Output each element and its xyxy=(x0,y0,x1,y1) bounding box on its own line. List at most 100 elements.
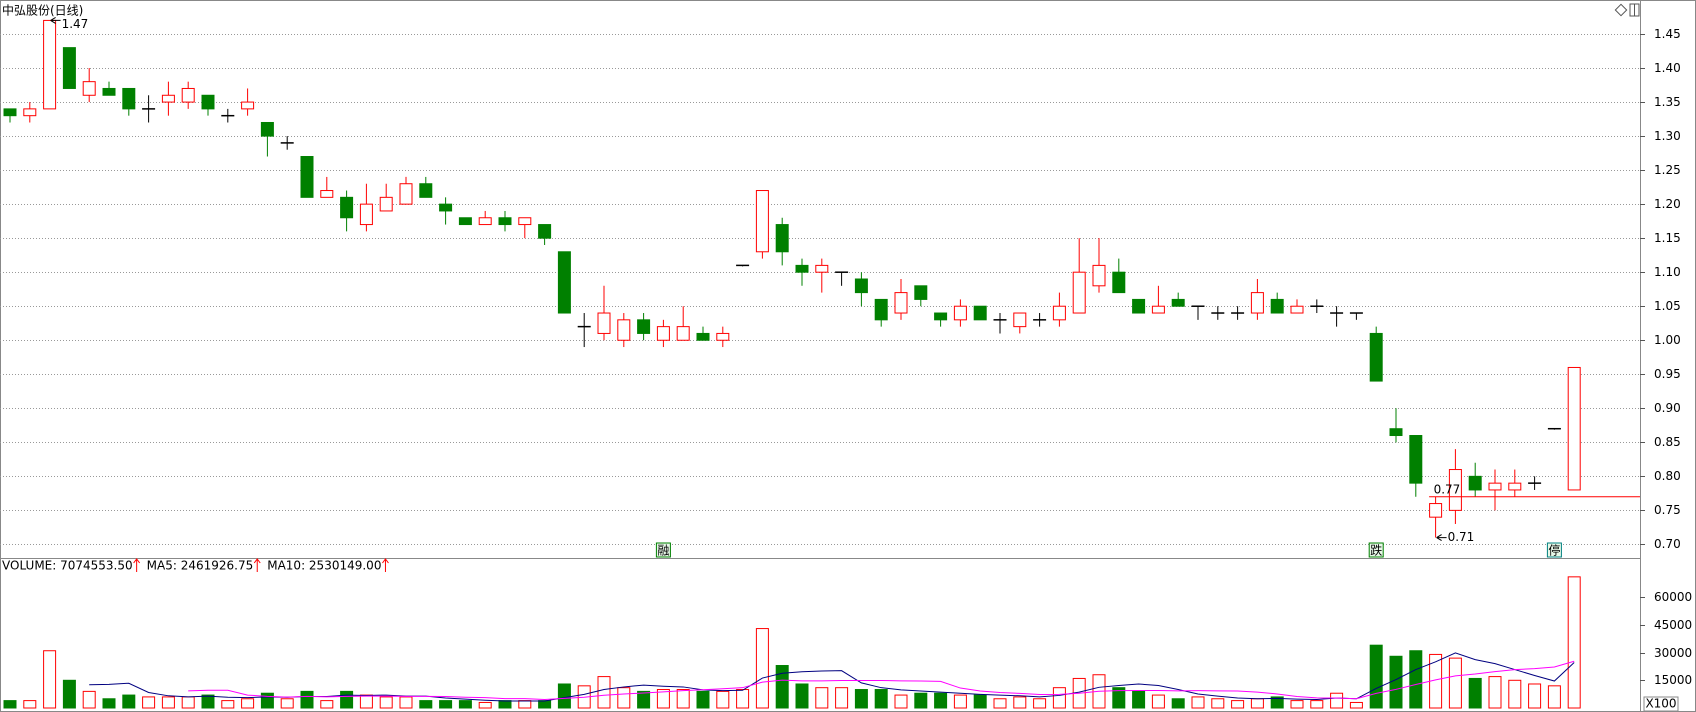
volume-bar xyxy=(43,650,57,709)
volume-bar xyxy=(676,689,690,709)
volume-bar xyxy=(1310,700,1324,709)
volume-bar xyxy=(973,694,987,709)
candle-body xyxy=(538,224,552,239)
y-tick-label: 0.90 xyxy=(1654,401,1681,415)
legend-arrow xyxy=(382,558,389,572)
volume-bar xyxy=(1508,679,1522,709)
ma-line xyxy=(188,660,1575,701)
candle-body xyxy=(458,217,472,226)
candle-body xyxy=(43,19,57,110)
annotation: 0.71 xyxy=(1448,530,1475,544)
volume-bar xyxy=(696,690,710,709)
y-tick-label: 1.00 xyxy=(1654,333,1681,347)
candle-body xyxy=(419,183,433,198)
volume-bar xyxy=(1488,676,1502,709)
candle-body xyxy=(637,319,651,334)
volume-bar xyxy=(815,687,829,709)
y-tick-label: 0.85 xyxy=(1654,435,1681,449)
volume-bar xyxy=(1330,692,1344,709)
volume-bar xyxy=(458,700,472,709)
y-tick-label: 1.20 xyxy=(1654,197,1681,211)
candle-body xyxy=(676,326,690,341)
candle-body xyxy=(1409,435,1423,484)
volume-bar xyxy=(181,696,195,709)
volume-bar xyxy=(894,694,908,709)
marker-box xyxy=(1546,542,1562,558)
candle-body xyxy=(340,196,354,219)
volume-bar xyxy=(399,696,413,709)
chart-title: 中弘股份(日线) xyxy=(2,3,83,18)
candle-body xyxy=(1151,305,1165,314)
volume-bar xyxy=(359,694,373,709)
volume-bar xyxy=(953,694,967,709)
unit-box xyxy=(1643,696,1679,712)
volume-bar xyxy=(1290,700,1304,709)
volume-bar xyxy=(795,683,809,709)
volume-bar xyxy=(874,689,888,709)
volume-bar xyxy=(1567,576,1581,709)
y-tick-label: 1.40 xyxy=(1654,61,1681,75)
annotation-arrow xyxy=(1436,534,1447,542)
volume-bar xyxy=(1250,698,1264,709)
marker-box xyxy=(655,542,671,558)
volume-bar xyxy=(1052,687,1066,709)
candle-body xyxy=(1013,312,1027,328)
candle-body xyxy=(399,183,413,205)
volume-bar xyxy=(1448,657,1462,709)
volume-bar xyxy=(379,696,393,709)
candle-body xyxy=(1488,482,1502,491)
candle-body xyxy=(874,298,888,321)
volume-bar xyxy=(1547,685,1561,709)
candle-body xyxy=(854,278,868,294)
annotation: 0.77 xyxy=(1434,482,1461,496)
volume-bar xyxy=(617,687,631,709)
volume-bar xyxy=(637,690,651,709)
candle-body xyxy=(201,94,215,110)
candle-body xyxy=(953,305,967,321)
marker: 融 xyxy=(657,544,669,558)
candle-body xyxy=(1171,298,1185,307)
y-tick-label: 15000 xyxy=(1654,673,1692,687)
legend-entry: MA10: 2530149.00 xyxy=(267,559,381,573)
candle-body xyxy=(656,326,670,341)
volume-bar xyxy=(221,700,235,709)
volume-bar xyxy=(716,690,730,709)
volume-bar xyxy=(122,694,136,709)
y-tick-label: 60000 xyxy=(1654,590,1692,604)
annotation-arrow xyxy=(50,16,61,24)
candle-body xyxy=(914,285,928,300)
volume-bar xyxy=(656,689,670,709)
candle-body xyxy=(1270,298,1284,314)
volume-bar xyxy=(1151,694,1165,709)
candle-body xyxy=(161,94,175,103)
annotation: 1.47 xyxy=(62,17,89,31)
candle-body xyxy=(359,203,373,226)
volume-bar xyxy=(538,700,552,709)
volume-bar xyxy=(518,700,532,709)
y-tick-label: 1.25 xyxy=(1654,163,1681,177)
volume-bar xyxy=(1191,696,1205,709)
y-tick-label: 1.45 xyxy=(1654,27,1681,41)
volume-bar xyxy=(260,692,274,709)
candle-body xyxy=(181,87,195,103)
candle-body xyxy=(1250,292,1264,314)
candle-body xyxy=(498,217,512,226)
candle-body xyxy=(973,305,987,321)
candle-body xyxy=(755,190,769,253)
volume-bar xyxy=(557,683,571,709)
candle-body xyxy=(597,312,611,334)
candle-body xyxy=(894,292,908,314)
volume-bar xyxy=(914,692,928,709)
volume-bar xyxy=(439,700,453,709)
marker: 跌 xyxy=(1370,543,1382,558)
candle-body xyxy=(934,312,948,321)
icon[interactable] xyxy=(1614,3,1628,17)
volume-bar xyxy=(736,689,750,709)
volume-bar xyxy=(835,687,849,709)
volume-bar xyxy=(241,698,255,709)
y-tick-label: 0.75 xyxy=(1654,503,1681,517)
volume-bar xyxy=(82,690,96,709)
volume-bar xyxy=(1231,700,1245,709)
volume-bar xyxy=(775,665,789,709)
candle-body xyxy=(815,264,829,273)
